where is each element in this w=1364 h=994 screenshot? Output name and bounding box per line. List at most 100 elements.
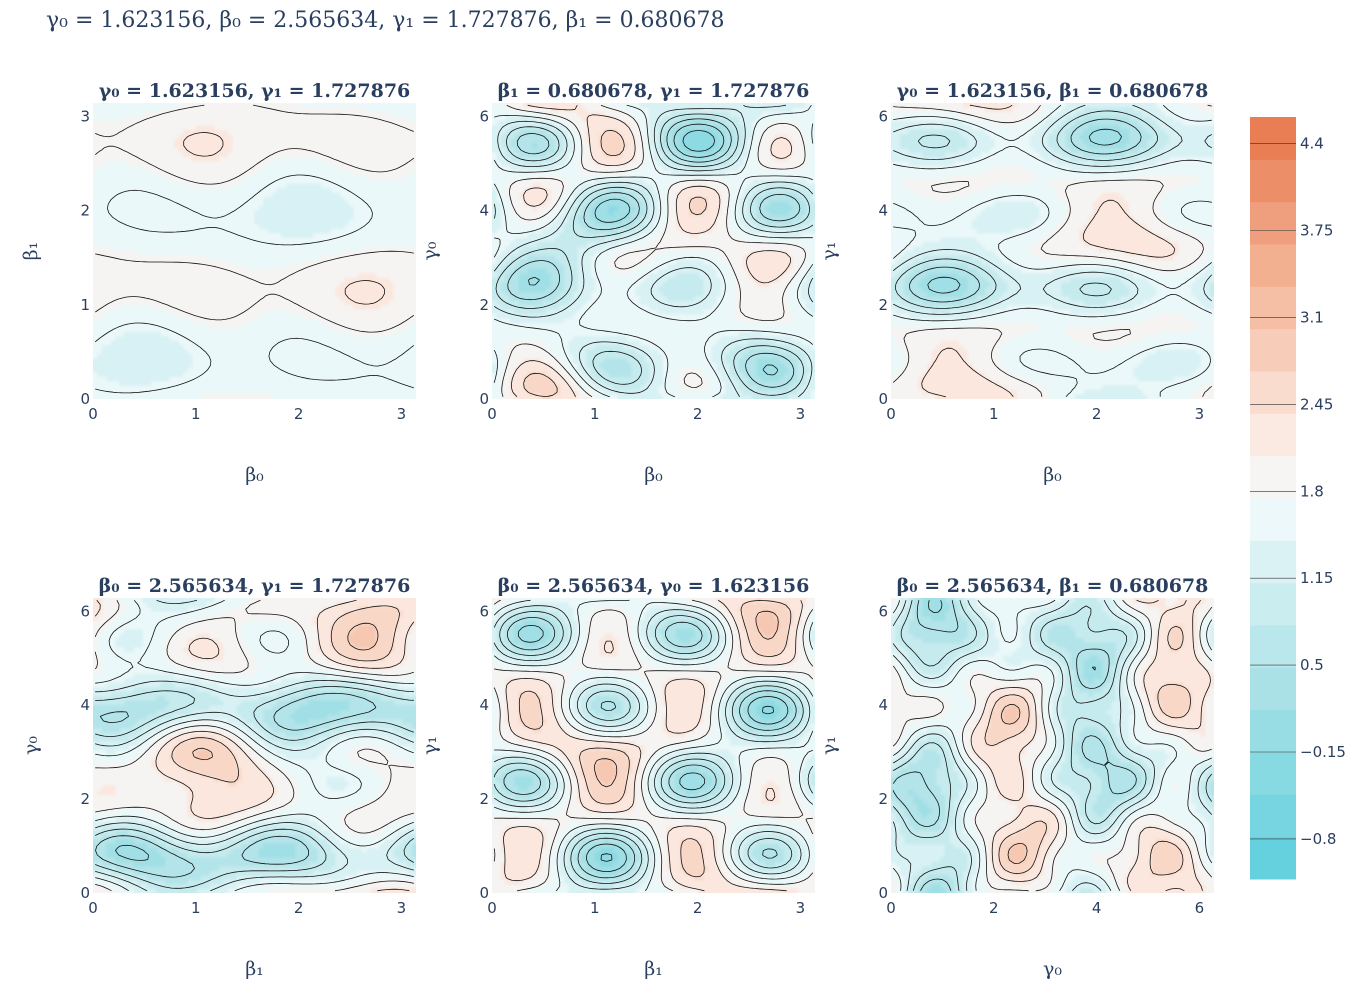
subplot-6: β₀ = 2.565634, β₁ = 0.680678 0 2 4 6 0 2 4 6 γ₀ γ₁	[818, 575, 1214, 980]
subplot-title: β₀ = 2.565634, γ₀ = 1.623156	[498, 575, 810, 597]
x-tick-label: 1	[191, 899, 201, 917]
heatmap-surface	[93, 598, 416, 893]
colorbar-band	[1250, 498, 1296, 541]
x-axis-label: β₀	[245, 464, 264, 486]
colorbar-band	[1250, 201, 1296, 245]
y-tick-label: 4	[878, 696, 888, 714]
y-tick-label: 6	[479, 602, 489, 620]
colorbar-tick-label: 3.75	[1300, 222, 1333, 240]
x-tick-label: 2	[294, 405, 304, 423]
x-tick-label: 1	[590, 899, 600, 917]
colorbar-tick-label: 2.45	[1300, 395, 1333, 413]
colorbar-tick-label: 1.8	[1300, 482, 1324, 500]
x-axis-label: β₀	[644, 464, 663, 486]
y-tick-label: 0	[80, 884, 90, 902]
x-tick-label: 4	[1092, 899, 1102, 917]
y-tick-label: 0	[80, 390, 90, 408]
y-tick-label: 6	[878, 602, 888, 620]
subplot-title: β₁ = 0.680678, γ₁ = 1.727876	[498, 80, 810, 102]
heatmap-surface	[93, 103, 416, 399]
x-axis-label: β₁	[245, 958, 264, 980]
contour-lines	[892, 599, 1213, 892]
heatmap-surface	[891, 103, 1214, 399]
x-tick-label: 0	[487, 405, 497, 423]
y-tick-label: 3	[80, 107, 90, 125]
colorbar-tick-label: 0.5	[1300, 656, 1324, 674]
colorbar-band	[1250, 794, 1296, 838]
x-tick-label: 3	[397, 405, 407, 423]
y-tick-label: 4	[479, 202, 489, 220]
colorbar-band	[1250, 625, 1296, 668]
y-tick-label: 2	[80, 202, 90, 220]
y-tick-label: 2	[878, 296, 888, 314]
y-tick-label: 2	[479, 790, 489, 808]
y-tick-label: 0	[479, 390, 489, 408]
colorbar-band	[1250, 709, 1296, 753]
page-title: γ₀ = 1.623156, β₀ = 2.565634, γ₁ = 1.727…	[46, 8, 725, 33]
contour-lines	[892, 104, 1213, 398]
y-tick-label: 6	[80, 602, 90, 620]
colorbar-band	[1250, 286, 1296, 330]
colorbar-band	[1250, 371, 1296, 414]
colorbar: 4.4 3.75 3.1 2.45 1.8 1.15 0.5 −0.15 −0.8	[1250, 117, 1346, 880]
x-tick-label: 0	[88, 899, 98, 917]
y-axis-label: γ₀	[20, 736, 42, 755]
x-tick-label: 6	[1195, 899, 1205, 917]
contour-lines	[94, 104, 415, 394]
y-axis-label: γ₀	[419, 241, 441, 260]
x-tick-label: 0	[886, 405, 896, 423]
y-axis-label: γ₁	[818, 242, 840, 261]
heatmap-surface	[492, 598, 815, 893]
x-tick-label: 2	[693, 405, 703, 423]
y-tick-label: 4	[80, 696, 90, 714]
x-axis-label: γ₀	[1043, 958, 1062, 980]
colorbar-band	[1250, 455, 1296, 499]
y-tick-label: 6	[878, 107, 888, 125]
x-tick-label: 3	[796, 899, 806, 917]
y-tick-label: 4	[479, 696, 489, 714]
y-tick-label: 6	[479, 107, 489, 125]
colorbar-band	[1250, 667, 1296, 711]
y-axis-label: γ₁	[419, 736, 441, 755]
y-tick-label: 0	[878, 390, 888, 408]
x-tick-label: 2	[294, 899, 304, 917]
x-tick-label: 2	[1092, 405, 1102, 423]
x-tick-label: 3	[1195, 405, 1205, 423]
x-tick-label: 1	[191, 405, 201, 423]
subplot-title: β₀ = 2.565634, β₁ = 0.680678	[897, 575, 1209, 597]
colorbar-band	[1250, 836, 1296, 880]
subplot-title: γ₀ = 1.623156, β₁ = 0.680678	[897, 80, 1209, 102]
subplot-5: β₀ = 2.565634, γ₀ = 1.623156 0 1 2 3 0 2 4 6 β₁ γ₁	[419, 575, 815, 980]
contour-lines	[493, 599, 814, 892]
x-tick-label: 0	[487, 899, 497, 917]
heatmap-surface	[891, 598, 1214, 893]
colorbar-band	[1250, 244, 1296, 287]
x-tick-label: 2	[693, 899, 703, 917]
x-axis-label: β₁	[644, 958, 663, 980]
x-tick-label: 2	[989, 899, 999, 917]
x-tick-label: 0	[88, 405, 98, 423]
y-axis-label: γ₁	[818, 736, 840, 755]
subplot-title: β₀ = 2.565634, γ₁ = 1.727876	[99, 575, 411, 597]
y-tick-label: 0	[479, 884, 489, 902]
colorbar-band	[1250, 752, 1296, 795]
subplot-4: β₀ = 2.565634, γ₁ = 1.727876 0 1 2 3 0 2 4 6 β₁ γ₀	[20, 575, 416, 980]
colorbar-tick-label: −0.8	[1300, 830, 1336, 848]
subplot-3: γ₀ = 1.623156, β₁ = 0.680678 0 1 2 3 0 2 4 6 β₀ γ₁	[818, 80, 1214, 486]
subplot-1: γ₀ = 1.623156, γ₁ = 1.727876 0 1 2 3 0 1 2 3 β₀ β₁	[20, 80, 416, 486]
y-tick-label: 2	[878, 790, 888, 808]
colorbar-tick-label: 4.4	[1300, 135, 1324, 153]
y-tick-label: 2	[479, 296, 489, 314]
x-tick-label: 3	[796, 405, 806, 423]
x-tick-label: 1	[989, 405, 999, 423]
colorbar-band	[1250, 413, 1296, 457]
y-tick-label: 4	[878, 202, 888, 220]
contour-lines	[493, 104, 814, 398]
colorbar-band	[1250, 540, 1296, 584]
contour-lines	[94, 599, 415, 892]
colorbar-tick-label: −0.15	[1300, 743, 1346, 761]
colorbar-tick-label: 1.15	[1300, 569, 1333, 587]
x-tick-label: 1	[590, 405, 600, 423]
